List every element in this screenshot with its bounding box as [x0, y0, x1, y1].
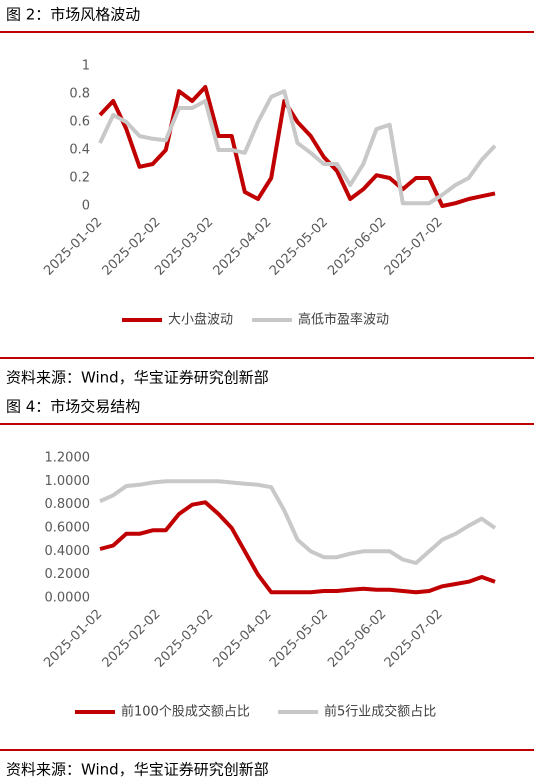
y-tick-label: 0.8000 — [45, 497, 91, 512]
x-tick-label: 2025-05-02 — [267, 215, 331, 279]
y-tick-label: 1.2000 — [45, 451, 91, 466]
x-tick-label: 2025-04-02 — [211, 607, 275, 671]
y-tick-label: 0.6 — [69, 115, 90, 130]
x-tick-label: 2025-06-02 — [325, 215, 389, 279]
x-tick-label: 2025-05-02 — [267, 607, 331, 671]
y-tick-label: 0.0000 — [45, 591, 91, 606]
series-line — [98, 89, 497, 206]
y-tick-label: 1.0000 — [45, 474, 91, 489]
x-tick-label: 2025-04-02 — [211, 215, 275, 279]
x-tick-label: 2025-07-02 — [382, 607, 446, 671]
source-note: 资料来源：Wind，华宝证券研究创新部 — [6, 761, 269, 779]
y-tick-label: 0.4000 — [45, 544, 91, 559]
legend-label: 前100个股成交额占比 — [121, 704, 250, 720]
x-tick-label: 2025-07-02 — [382, 215, 446, 279]
legend-label: 前5行业成交额占比 — [324, 704, 436, 720]
source-note: 资料来源：Wind，华宝证券研究创新部 — [6, 369, 269, 387]
y-tick-label: 0 — [82, 199, 90, 214]
series-line — [99, 479, 497, 565]
x-tick-label: 2025-01-02 — [41, 607, 105, 671]
y-tick-label: 0.6000 — [45, 521, 91, 536]
y-tick-label: 0.2000 — [45, 567, 91, 582]
figure-title: 图 4：市场交易结构 — [6, 398, 140, 416]
figure-title: 图 2：市场风格波动 — [6, 6, 140, 24]
legend-label: 高低市盈率波动 — [298, 312, 389, 328]
legend-label: 大小盘波动 — [168, 312, 233, 328]
series-line — [98, 85, 496, 208]
x-tick-label: 2025-06-02 — [325, 607, 389, 671]
y-tick-label: 0.2 — [69, 171, 90, 186]
y-tick-label: 0.8 — [69, 87, 90, 102]
x-tick-label: 2025-01-02 — [41, 215, 105, 279]
y-tick-label: 1 — [82, 59, 90, 74]
y-tick-label: 0.4 — [69, 143, 90, 158]
series-line — [99, 500, 496, 595]
